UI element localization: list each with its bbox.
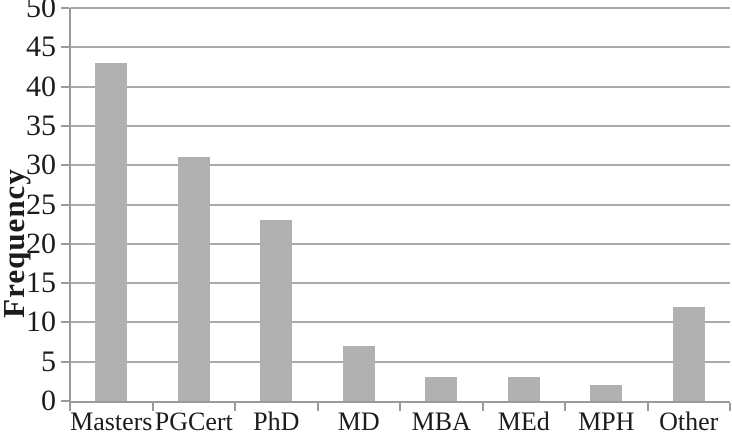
x-tick-mark	[69, 403, 71, 411]
x-tick-mark	[316, 403, 319, 411]
bar-mba	[425, 377, 458, 401]
x-tick-label-pgcert: PGCert	[154, 407, 233, 436]
y-tick-mark-35	[61, 124, 69, 127]
x-tick-mark	[399, 403, 401, 411]
x-tick-mark	[481, 403, 484, 411]
gridline	[70, 321, 730, 324]
gridline	[70, 203, 730, 206]
y-tick-mark-40	[61, 85, 69, 88]
x-tick-mark	[729, 403, 731, 411]
x-tick-label-phd: PhD	[253, 407, 300, 436]
x-tick-label-md: MD	[337, 407, 380, 436]
y-tick-label-10: 10	[26, 305, 56, 339]
gridline	[70, 282, 730, 285]
y-axis	[69, 8, 71, 403]
y-tick-label-45: 45	[26, 30, 56, 64]
y-tick-label-5: 5	[41, 344, 56, 378]
y-tick-mark-25	[61, 203, 69, 206]
bar-masters	[95, 63, 128, 401]
y-tick-mark-20	[61, 242, 69, 245]
x-axis	[69, 401, 730, 403]
gridline	[70, 164, 730, 167]
gridline	[70, 360, 730, 363]
y-tick-label-25: 25	[26, 187, 56, 221]
gridline	[70, 242, 730, 245]
y-tick-label-30: 30	[26, 148, 56, 182]
x-tick-mark	[646, 403, 649, 411]
y-tick-mark-10	[61, 321, 69, 324]
y-tick-mark-15	[61, 282, 69, 285]
y-tick-label-20: 20	[26, 226, 56, 260]
x-tick-label-med: MEd	[497, 407, 550, 436]
y-tick-mark-50	[61, 7, 69, 9]
bar-md	[342, 345, 375, 401]
x-tick-mark	[234, 403, 236, 411]
y-tick-mark-45	[61, 46, 69, 49]
y-tick-mark-30	[61, 164, 69, 167]
x-tick-mark	[151, 403, 154, 411]
x-tick-mark	[564, 403, 566, 411]
y-tick-label-35: 35	[26, 108, 56, 142]
gridline	[70, 7, 730, 9]
gridline	[70, 124, 730, 127]
y-tick-mark-0	[61, 400, 69, 402]
bar-other	[672, 306, 705, 401]
y-tick-label-50: 50	[26, 0, 56, 24]
gridline	[70, 46, 730, 49]
y-tick-label-0: 0	[41, 384, 56, 417]
x-tick-label-other: Other	[659, 407, 719, 436]
gridline	[70, 85, 730, 88]
x-tick-label-masters: Masters	[70, 407, 153, 436]
bar-phd	[260, 220, 293, 401]
x-tick-label-mba: MBA	[411, 407, 471, 436]
y-tick-label-15: 15	[26, 266, 56, 300]
bar-med	[507, 377, 540, 401]
y-tick-label-40: 40	[26, 69, 56, 103]
y-tick-mark-5	[61, 360, 69, 363]
bar-mph	[590, 385, 623, 401]
x-tick-label-mph: MPH	[578, 407, 635, 436]
bar-pgcert	[177, 157, 210, 401]
